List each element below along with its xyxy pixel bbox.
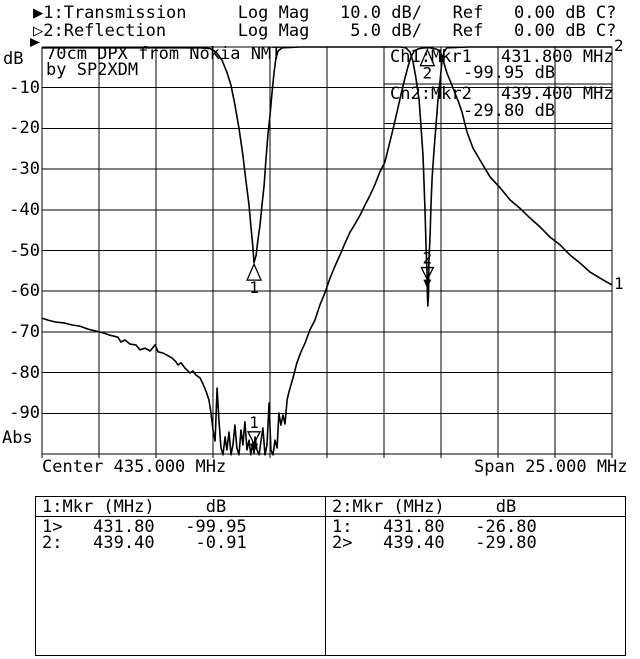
readout-ch1-marker-level: -99.95 dB <box>463 63 556 83</box>
graticule-grid <box>41 46 613 458</box>
trace-2-reflection <box>42 46 612 307</box>
readout-ch2-marker-freq: 439.400 MHz <box>501 84 614 104</box>
y-axis-label--10: -10 <box>9 78 40 98</box>
y-axis-label--40: -40 <box>9 200 40 220</box>
y-axis-abs-label: Abs <box>2 428 33 448</box>
marker-table-ch1-header: 1:Mkr (MHz) dB <box>42 497 227 517</box>
y-axis-label--20: -20 <box>9 118 40 138</box>
marker-table-ch1: 1:Mkr (MHz) dB 1> 431.80 -99.95 2: 439.4… <box>35 496 326 656</box>
marker-1-ch1-symbol: 1 <box>246 413 262 453</box>
marker-2-ch1-symbol: 2 <box>419 48 436 83</box>
y-axis-unit-label: dB <box>3 49 24 69</box>
span-frequency-label: Span 25.000 MHz <box>474 457 628 477</box>
marker-2-number: 2 <box>422 64 432 83</box>
trace-2-end-label: 2 <box>614 36 624 55</box>
marker-1-number: 1 <box>249 413 259 432</box>
y-axis-label--50: -50 <box>9 241 40 261</box>
trace-1-transmission <box>41 46 613 456</box>
readout-ch1-marker-freq: 431.800 MHz <box>501 47 614 67</box>
plot-title-line1: 70cm DPX from Nokia NMT <box>46 44 282 64</box>
marker-table-ch2-header: 2:Mkr (MHz) dB <box>332 497 517 517</box>
trace-1-end-label: 1 <box>614 274 624 293</box>
readout-ch2-marker-level: -29.80 dB <box>463 101 556 121</box>
y-axis-label--90: -90 <box>9 403 40 423</box>
marker-table-ch2: 2:Mkr (MHz) dB 1: 431.80 -26.80 2> 439.4… <box>325 496 626 656</box>
y-axis-label--30: -30 <box>9 159 40 179</box>
marker-2-number: 2 <box>422 249 432 268</box>
y-axis-label--60: -60 <box>9 281 40 301</box>
marker-table-ch1-row1: 1> 431.80 -99.95 <box>42 517 247 537</box>
marker-2-ch2-symbol: 2 <box>420 249 435 289</box>
marker-table-ch2-row1: 1: 431.80 -26.80 <box>332 517 537 537</box>
channel2-status-line: ▷2:Reflection Log Mag 5.0 dB/ Ref 0.00 d… <box>33 21 617 41</box>
plot-title-line2: by SP2XDM <box>46 60 139 80</box>
readout-ch2-marker-label: Ch2:Mkr2 <box>390 84 472 104</box>
marker-table-ch2-header-rule: 2:Mkr (MHz) dB <box>326 497 625 517</box>
marker-1-number: 1 <box>249 278 259 297</box>
marker-table-ch1-row2: 2: 439.40 -0.91 <box>42 533 247 553</box>
center-frequency-label: Center 435.000 MHz <box>42 457 227 477</box>
readout-ch1-marker-label: Ch1:Mkr1 <box>390 47 472 67</box>
reference-level-arrow-icon <box>30 38 40 47</box>
y-axis-label--80: -80 <box>9 363 40 383</box>
marker-table-ch2-row2: 2> 439.40 -29.80 <box>332 533 537 553</box>
marker-1-ch2-symbol: 1 <box>246 262 263 297</box>
marker-table-ch1-header-rule: 1:Mkr (MHz) dB <box>36 497 325 517</box>
channel1-status-line: ▶1:Transmission Log Mag 10.0 dB/ Ref 0.0… <box>33 3 617 23</box>
y-axis-label--70: -70 <box>9 322 40 342</box>
